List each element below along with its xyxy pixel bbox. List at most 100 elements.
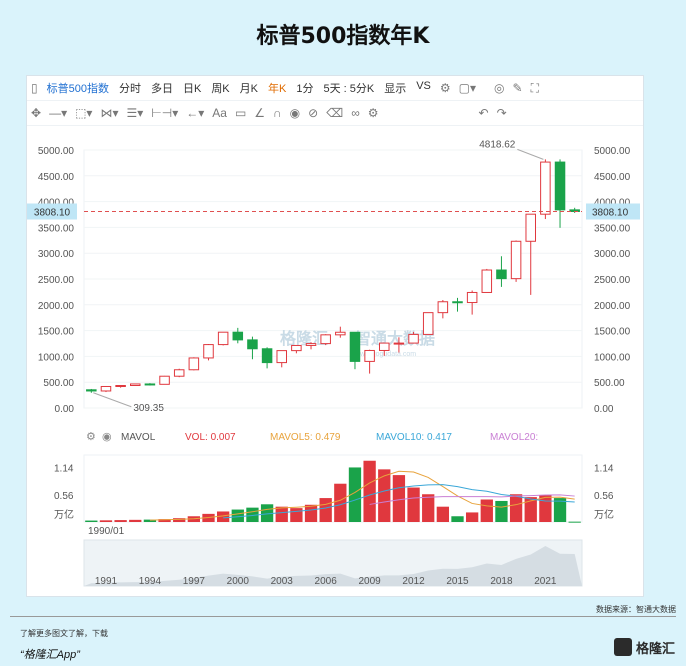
candle[interactable] [159, 375, 170, 385]
candle[interactable] [276, 350, 287, 368]
y-tick-right: 4500.00 [594, 172, 631, 183]
pattern-tool-icon[interactable]: ⋈▾ [100, 106, 119, 120]
candle[interactable] [379, 342, 390, 356]
candle-body [100, 385, 112, 392]
candle[interactable] [232, 327, 244, 344]
candle[interactable] [408, 331, 419, 344]
sidebar-toggle-icon[interactable]: ▯ [31, 81, 38, 95]
candle-body [422, 312, 434, 335]
navigator: 1990/01 1991 1994 1997 2000 2003 2006 2009 2012 2… [83, 526, 583, 587]
toolbar-item-3[interactable]: 日K [182, 83, 202, 95]
candle[interactable] [540, 159, 551, 220]
volume-bar [275, 506, 288, 522]
layout-icon[interactable]: ▢▾ [458, 81, 477, 95]
candle[interactable] [422, 312, 434, 335]
volume-settings-icon: ⚙ [86, 431, 96, 443]
candle[interactable] [203, 343, 214, 361]
candle[interactable] [481, 268, 493, 293]
y-tick-right: 500.00 [594, 378, 625, 389]
range-tool-icon[interactable]: ⊢⊣▾ [151, 106, 179, 120]
toolbar-item-4[interactable]: 周K [211, 83, 230, 95]
move-icon[interactable]: ✥ [31, 106, 42, 120]
candle[interactable] [261, 347, 273, 369]
candle[interactable] [554, 159, 566, 228]
candle[interactable] [305, 342, 317, 350]
volume-bar [422, 494, 435, 522]
settings-icon[interactable]: ⚙ [439, 81, 451, 95]
undo-icon[interactable]: ↶ [478, 106, 489, 120]
navigator-tick: 2018 [490, 576, 513, 587]
navigator-tick: 2006 [315, 576, 338, 587]
toolbar-item-10[interactable]: VS [416, 80, 431, 92]
volume-bar [143, 519, 157, 522]
line-tool-icon[interactable]: —▾ [49, 106, 68, 120]
candle[interactable] [335, 326, 346, 338]
candle[interactable] [496, 256, 507, 287]
mavol5-value: MAVOL5: 0.479 [270, 432, 341, 443]
candle[interactable] [173, 368, 185, 378]
toolbar-item-1[interactable]: 分时 [118, 83, 141, 95]
trash-icon[interactable]: ⌫ [326, 106, 344, 120]
toolbar-item-8[interactable]: 5天 : 5分K [323, 83, 375, 95]
toolbar-item-0[interactable]: 标普500指数 [46, 83, 109, 95]
camera-icon[interactable]: ◎ [494, 81, 505, 95]
y-tick-left: 4500.00 [38, 172, 75, 183]
candle[interactable] [217, 331, 229, 346]
candle-body [335, 331, 346, 336]
comment-tool-icon[interactable]: ▭ [234, 106, 247, 120]
candle[interactable] [100, 385, 112, 393]
candle[interactable] [130, 383, 141, 387]
pen-icon[interactable]: ✎ [512, 81, 523, 95]
toolbar-item-9[interactable]: 显示 [384, 83, 407, 95]
candle[interactable] [466, 290, 478, 315]
toolbar-item-7[interactable]: 1分 [296, 83, 314, 95]
candle-body [291, 344, 302, 352]
text-tool-icon[interactable]: Aa [212, 106, 227, 120]
candle[interactable] [452, 297, 463, 312]
candle[interactable] [349, 331, 361, 370]
mavol20-line [369, 494, 575, 505]
navigator-tick: 1991 [95, 576, 118, 587]
redo-icon[interactable]: ↷ [496, 106, 507, 120]
candle-body [408, 333, 419, 344]
candle[interactable] [364, 349, 375, 374]
link-icon[interactable]: ∞ [351, 106, 360, 120]
candle-body [437, 301, 449, 314]
candle[interactable] [86, 388, 97, 393]
candle[interactable] [144, 383, 156, 386]
candle-body [379, 342, 390, 351]
candle[interactable] [115, 385, 126, 388]
toolbar-item-5[interactable]: 月K [239, 83, 258, 95]
magnet-icon[interactable]: ∩ [273, 106, 282, 120]
candle-body [261, 348, 273, 364]
gear-icon[interactable]: ⚙ [367, 106, 379, 120]
ruler-icon[interactable]: ∠ [254, 106, 266, 120]
volume-bar [231, 509, 244, 522]
candle[interactable] [525, 213, 536, 295]
y-tick-right: 2500.00 [594, 275, 631, 286]
candle[interactable] [320, 334, 331, 346]
candle[interactable] [569, 207, 580, 213]
fullscreen-icon[interactable]: ⛶ [530, 80, 539, 95]
volume-bar [495, 500, 508, 522]
y-tick-right: 0.00 [594, 404, 614, 415]
candle[interactable] [510, 240, 522, 282]
navigator-tick: 2003 [271, 576, 294, 587]
candle[interactable] [247, 336, 258, 360]
candle[interactable] [188, 357, 200, 371]
candle[interactable] [291, 344, 302, 354]
vol-tick-right: 1.14 [594, 463, 614, 474]
toolbar-item-6[interactable]: 年K [268, 83, 287, 95]
candle[interactable] [437, 300, 449, 319]
candle[interactable] [393, 337, 405, 353]
fib-tool-icon[interactable]: ☰▾ [126, 106, 144, 120]
hide-icon[interactable]: ⊘ [308, 106, 319, 120]
arrow-tool-icon[interactable]: ←▾ [186, 106, 205, 120]
volume-bar [509, 494, 523, 522]
app-name: “格隆汇App” [20, 649, 80, 661]
eye-icon[interactable]: ◉ [289, 106, 301, 120]
y-tick-left: 0.00 [55, 404, 75, 415]
toolbar-item-2[interactable]: 多日 [150, 83, 173, 95]
shape-tool-icon[interactable]: ⬚▾ [75, 106, 93, 120]
navigator-tick: 2000 [227, 576, 250, 587]
